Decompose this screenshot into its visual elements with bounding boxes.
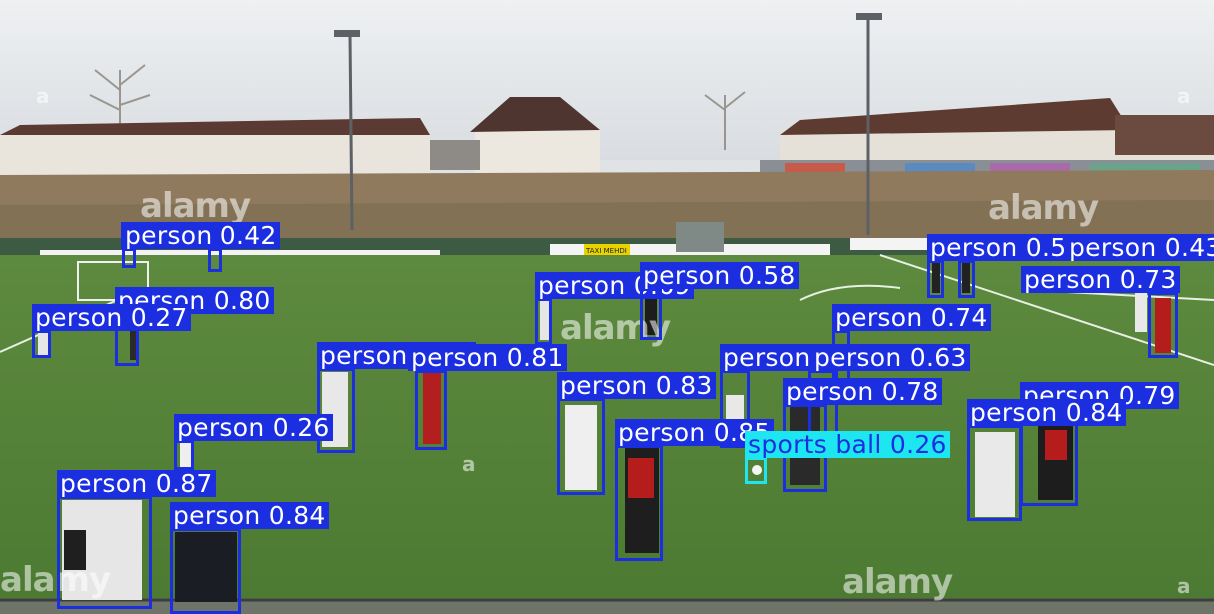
- detection-label: person 0.73: [1021, 266, 1180, 293]
- detection-label: person 0.26: [174, 414, 333, 441]
- detection-label: person 0.81: [408, 344, 567, 371]
- floodlight-poles: [348, 18, 870, 235]
- watermark: alamy: [140, 186, 251, 226]
- detection-box: person 0.87: [57, 470, 216, 609]
- detection-box: person 0.74: [832, 304, 991, 382]
- detection-box: person 0.81: [408, 344, 567, 450]
- detection-label: person 0.63: [811, 344, 970, 371]
- watermark-mark: a: [1177, 574, 1190, 598]
- detection-box: person 0.27: [32, 304, 191, 358]
- houses-left: [0, 97, 600, 180]
- detection-box: person 0.43: [958, 234, 1214, 298]
- bottom-fence: [0, 598, 1214, 614]
- detection-label: person 0.83: [557, 372, 716, 399]
- goal: [77, 261, 149, 301]
- detection-box: person 0.42: [121, 222, 280, 272]
- detection-label: person 0.27: [32, 304, 191, 331]
- detection-box: person 0.63: [808, 344, 970, 440]
- watermark-mark: a: [36, 84, 49, 108]
- detection-label: person 0.43: [1066, 234, 1214, 261]
- watermark: alamy: [842, 562, 953, 602]
- detection-label: person 0.74: [832, 304, 991, 331]
- players: [38, 258, 1171, 602]
- detection-label: person 0.58: [640, 262, 799, 289]
- detection-label: person 0.84: [170, 502, 329, 529]
- detection-box: person 0.73: [1021, 266, 1180, 358]
- watermark: alamy: [560, 308, 671, 348]
- detection-box: person 0.84: [170, 502, 329, 614]
- watermark: alamy: [988, 188, 1099, 228]
- detection-box-ball: sports ball 0.26: [745, 431, 950, 484]
- sign-text: TAXI MEHDI: [585, 247, 627, 255]
- detection-box: person: [122, 222, 216, 268]
- detection-box: person 0.84: [967, 399, 1126, 521]
- detection-label: person: [122, 222, 216, 249]
- detection-label: person 0.84: [967, 399, 1126, 426]
- detection-box: person 0.78: [783, 378, 942, 492]
- detection-box: person 0.57: [927, 234, 1086, 298]
- detection-label: sports ball 0.26: [745, 431, 950, 458]
- detection-box: person 0.83: [557, 372, 716, 495]
- watermark-mark: a: [462, 452, 475, 476]
- detection-label: person 0.87: [57, 470, 216, 497]
- detection-label: person 0.85: [615, 419, 774, 446]
- detection-box: person 0.85: [615, 419, 774, 561]
- detection-label: person 0.78: [783, 378, 942, 405]
- watermark-mark: a: [1177, 84, 1190, 108]
- detection-box: person 0.26: [174, 414, 333, 470]
- detection-label: person 0.57: [927, 234, 1086, 261]
- bare-trees: [89, 64, 746, 160]
- detection-box: person 0.69: [535, 272, 694, 345]
- watermark: alamy: [0, 560, 111, 600]
- detection-box: person 0.58: [640, 262, 799, 340]
